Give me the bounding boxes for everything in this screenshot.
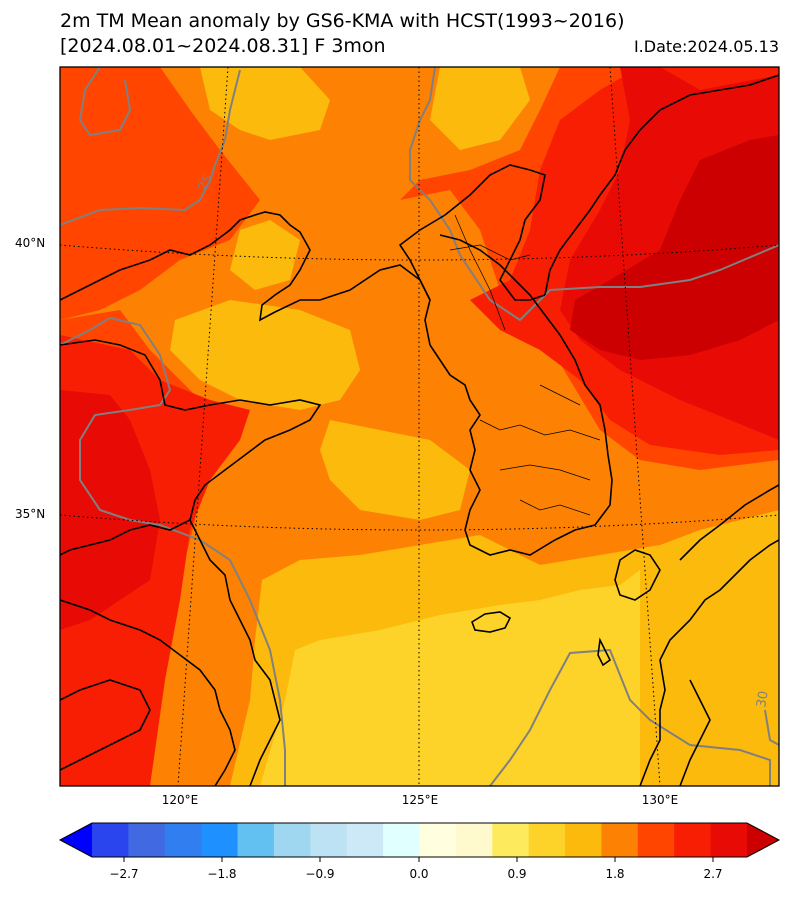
lat-label-35n: 35°N — [15, 507, 46, 521]
colorbar-tick-label: −1.8 — [207, 867, 237, 881]
colorbar-tick-label: 1.8 — [605, 867, 625, 881]
anomaly-fill-north-patch — [200, 67, 330, 140]
anomaly-fill-yellow-sea — [170, 300, 360, 410]
colorbar-tick-label: 2.7 — [703, 867, 723, 881]
anomaly-fill-north-patch-3 — [230, 220, 300, 290]
chart-title: 2m TM Mean anomaly by GS6-KMA with HCST(… — [60, 10, 625, 32]
lat-label-40n: 40°N — [15, 236, 46, 250]
map-frame — [59, 66, 780, 787]
contour-label-25: 25 — [195, 172, 216, 194]
admin-borders — [449, 214, 601, 516]
anomaly-fill-2p4-west — [60, 390, 160, 630]
anomaly-fill-1p8-northwest — [60, 67, 260, 320]
colorbar-tick-label: 0.9 — [507, 867, 527, 881]
anomaly-fill-0p9-south — [260, 570, 640, 786]
lon-label-130e: 130°E — [641, 793, 679, 807]
init-date: I.Date:2024.05.13 — [633, 37, 779, 56]
anomaly-fill-yellow-sea-2 — [320, 420, 470, 520]
lon-label-125e: 125°E — [401, 793, 439, 807]
graticule — [60, 67, 779, 786]
forecast-period: [2024.08.01~2024.08.31] F 3mon — [60, 35, 386, 57]
colorbar-tick-label: −0.9 — [305, 867, 335, 881]
anomaly-fill-2p7-east — [570, 135, 779, 360]
contour-label-30: 30 — [754, 690, 772, 709]
anomaly-fill-north-patch-2 — [430, 67, 530, 150]
coastlines — [60, 74, 779, 786]
lon-label-120e: 120°E — [161, 793, 199, 807]
colorbar-tick-label: 0.0 — [409, 867, 429, 881]
colorbar-tick-label: −2.7 — [109, 867, 139, 881]
contour-lines — [60, 67, 779, 786]
